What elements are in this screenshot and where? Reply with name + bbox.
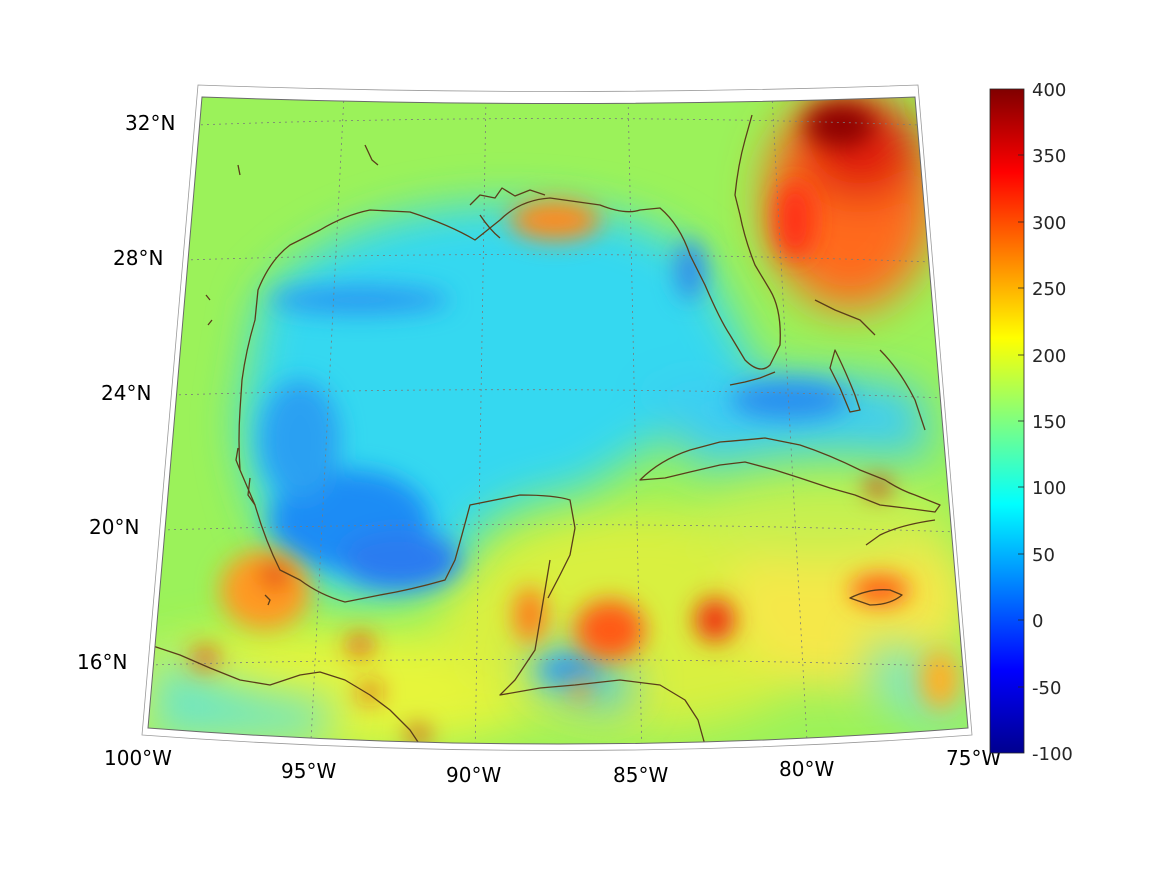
lat-label-16n: 16°N: [77, 650, 127, 674]
map-field: [148, 97, 968, 744]
lon-label-90w: 90°W: [446, 763, 501, 787]
colorbar-label-400: 400: [1032, 80, 1066, 101]
colorbar-label-0: 0: [1032, 611, 1043, 632]
colorbar-label-300: 300: [1032, 213, 1066, 234]
map-frame-outer: [141, 84, 973, 751]
colorbar-label-250: 250: [1032, 279, 1066, 300]
coastlines: [149, 114, 941, 744]
colorbar-label-minus50: -50: [1032, 678, 1061, 699]
lon-label-80w: 80°W: [779, 757, 834, 781]
colorbar-label-minus100: -100: [1032, 744, 1073, 765]
lon-label-100w: 100°W: [104, 746, 172, 770]
lat-label-32n: 32°N: [125, 111, 175, 135]
colorbar-label-50: 50: [1032, 545, 1055, 566]
colorbar-label-100: 100: [1032, 478, 1066, 499]
map-frame: [147, 96, 969, 745]
lat-label-28n: 28°N: [113, 246, 163, 270]
colorbar-label-350: 350: [1032, 146, 1066, 167]
colorbar-ticks: [1018, 154, 1024, 688]
lat-label-24n: 24°N: [101, 381, 151, 405]
colorbar-label-200: 200: [1032, 346, 1066, 367]
graticule: [148, 97, 968, 744]
lon-label-95w: 95°W: [281, 759, 336, 783]
lat-label-20n: 20°N: [89, 515, 139, 539]
lon-label-85w: 85°W: [613, 763, 668, 787]
colorbar-label-150: 150: [1032, 412, 1066, 433]
